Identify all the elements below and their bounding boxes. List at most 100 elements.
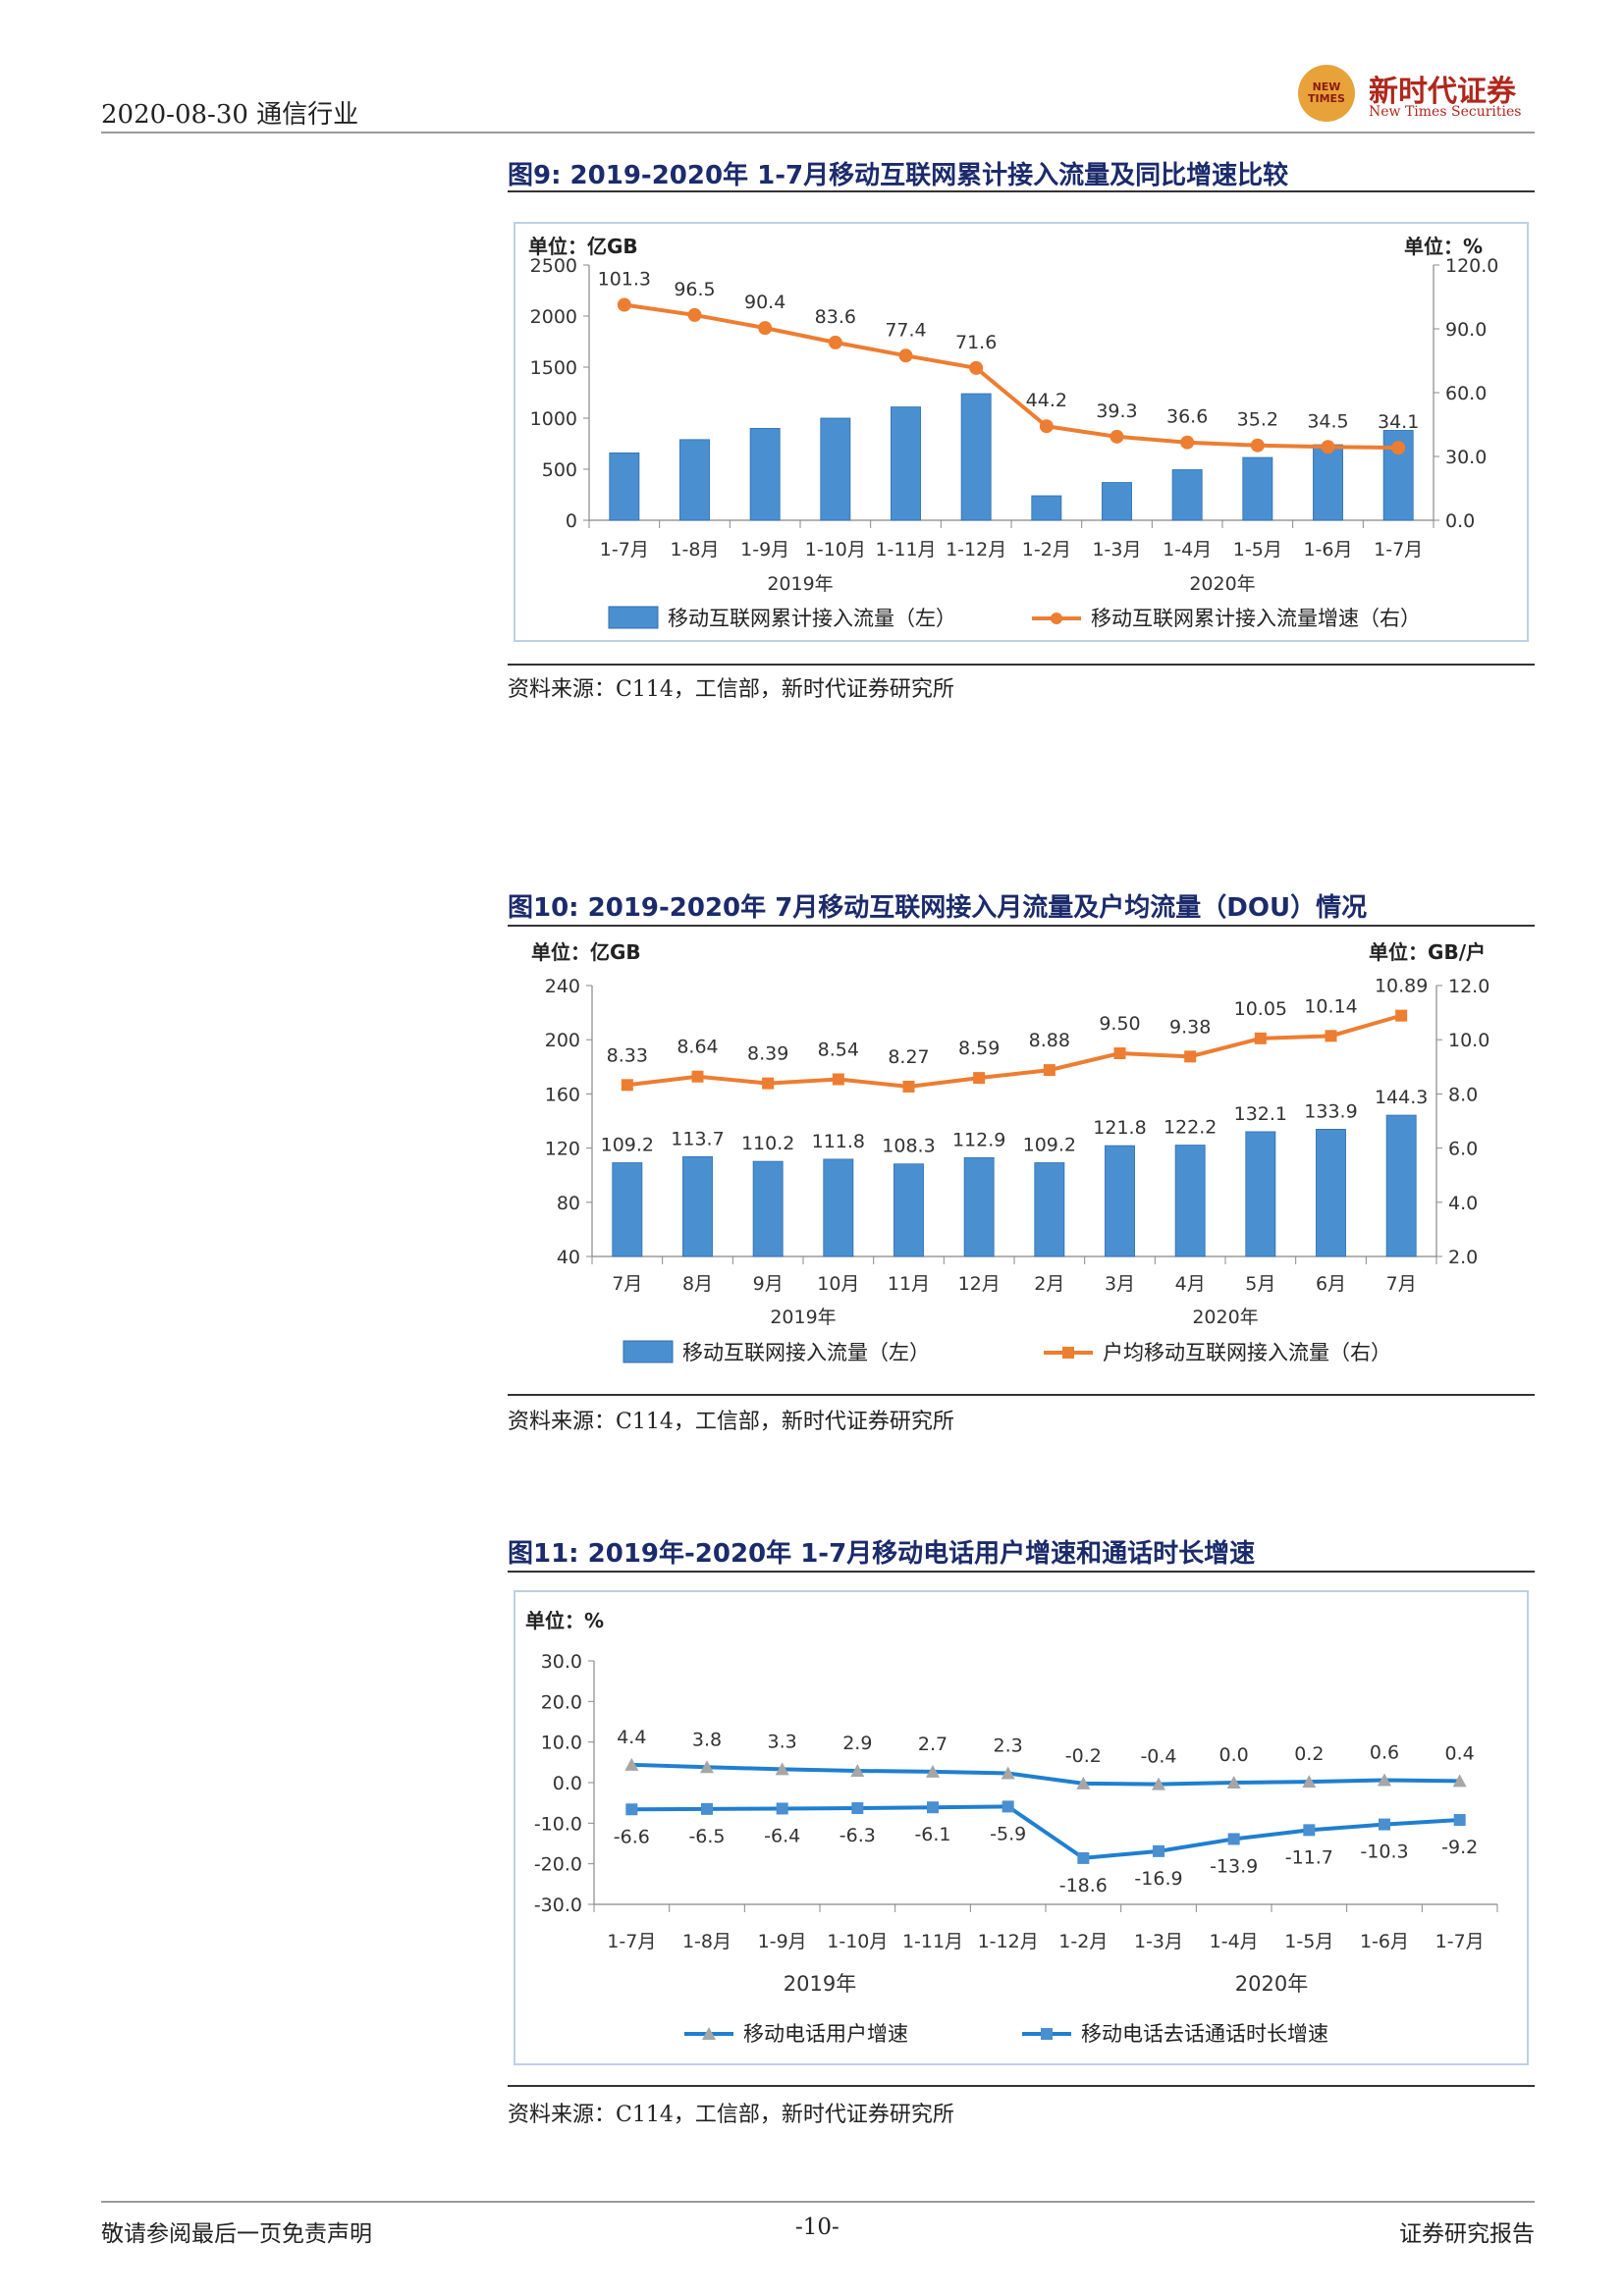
chart9-left-unit: 单位：亿GB — [528, 235, 638, 258]
chart11-x-tick-label: 1-10月 — [827, 1931, 888, 1952]
chart11-series-label: -6.3 — [839, 1825, 876, 1846]
chart10-line-label: 8.59 — [958, 1038, 1000, 1059]
chart10-line-point — [621, 1079, 633, 1092]
chart9-left-tick-label: 2500 — [530, 255, 577, 277]
chart9-line-label: 83.6 — [815, 306, 856, 328]
chart10-line-label: 8.64 — [677, 1037, 718, 1058]
chart9-year-label-2020: 2020年 — [1189, 573, 1255, 595]
chart10-right-tick-label: 10.0 — [1448, 1030, 1489, 1051]
chart10-right-tick-label: 6.0 — [1448, 1139, 1478, 1160]
chart10-legend-line-marker — [1062, 1347, 1074, 1359]
chart11-series-label: 0.0 — [1219, 1744, 1249, 1766]
chart11-series-label: -6.6 — [614, 1826, 650, 1847]
chart9-bar — [1242, 456, 1273, 521]
chart10-x-tick-label: 6月 — [1316, 1273, 1346, 1295]
chart10-bar-label: 111.8 — [812, 1131, 865, 1152]
chart9-x-tick-label: 1-5月 — [1233, 539, 1282, 561]
header-divider — [101, 132, 1535, 133]
chart9-line-label: 36.6 — [1166, 406, 1208, 428]
chart11-series-point — [700, 1760, 714, 1774]
figure-10-chart: 单位：亿GB 单位：GB/户 40 80 120 160 200 240 2.0 4.0 6.0 8.… — [514, 931, 1525, 1392]
chart10-line-point — [762, 1077, 775, 1090]
chart9-line-point — [1039, 419, 1054, 434]
chart11-series-point — [1226, 1776, 1241, 1789]
chart10-line-label: 9.50 — [1099, 1013, 1140, 1035]
chart10-legend-bar-swatch — [623, 1340, 674, 1363]
chart10-line-point — [1325, 1030, 1337, 1042]
chart11-left-tick-label: -10.0 — [534, 1813, 582, 1835]
chart10-left-tick-label: 120 — [545, 1139, 580, 1160]
chart10-left-unit: 单位：亿GB — [531, 940, 641, 964]
chart9-x-tick-label: 1-10月 — [805, 539, 866, 561]
chart11-series-point — [701, 1802, 713, 1815]
chart11-left-unit: 单位：% — [525, 1609, 604, 1632]
chart11-series-point — [1152, 1777, 1165, 1790]
chart10-left-tick-label: 200 — [545, 1030, 580, 1051]
chart10-x-tick-label: 11月 — [888, 1273, 930, 1295]
chart11-series-point — [1227, 1833, 1240, 1845]
company-logo: NEW TIMES 新时代证券 New Times Securities — [1298, 65, 1534, 126]
chart10-bar — [1316, 1129, 1346, 1257]
chart11-x-tick-label: 1-2月 — [1058, 1931, 1108, 1952]
chart10-x-tick-label: 8月 — [682, 1273, 713, 1295]
chart9-bar — [1171, 469, 1203, 521]
chart10-bar-label: 121.8 — [1093, 1117, 1146, 1139]
chart11-left-tick-label: 10.0 — [541, 1733, 582, 1754]
chart10-bar — [893, 1163, 924, 1257]
chart9-x-tick-label: 1-3月 — [1092, 539, 1141, 561]
chart9-right-tick-label: 30.0 — [1445, 447, 1487, 468]
figure-9-chart: 单位：亿GB 单位：% 0 500 1000 1500 2000 2500 0.0 30.0 60.… — [514, 222, 1529, 642]
chart9-x-tick-label: 1-7月 — [600, 539, 649, 561]
chart9-line-point — [1321, 440, 1335, 454]
logo-badge-icon: NEW TIMES — [1298, 65, 1355, 122]
chart11-series-point — [1001, 1800, 1014, 1813]
chart9-legend-line-label: 移动互联网累计接入流量增速（右） — [1091, 607, 1421, 630]
chart9-bar — [820, 417, 851, 521]
chart9-line-label: 44.2 — [1026, 390, 1067, 411]
chart9-legend-bar-label: 移动互联网累计接入流量（左） — [668, 607, 956, 630]
chart11-x-tick-label: 1-6月 — [1360, 1931, 1409, 1952]
chart10-line-label: 8.27 — [888, 1046, 929, 1068]
chart11-left-tick-label: 30.0 — [541, 1651, 582, 1673]
chart11-series-point — [1076, 1776, 1091, 1789]
figure-10-title: 图10: 2019-2020年 7月移动互联网接入月流量及户均流量（DOU）情况 — [508, 893, 1368, 923]
figure-11-bottom-rule — [508, 2085, 1535, 2087]
chart9-line-label: 77.4 — [885, 319, 926, 341]
chart11-series-label: -0.4 — [1140, 1746, 1176, 1768]
chart10-left-tick-label: 40 — [557, 1247, 580, 1268]
chart10-bar-label: 112.9 — [952, 1129, 1005, 1150]
chart11-series-label: -9.2 — [1441, 1837, 1478, 1858]
chart11-series-point — [1001, 1766, 1015, 1780]
chart11-series-label: -13.9 — [1210, 1855, 1258, 1877]
figure-10-rule — [508, 925, 1535, 927]
chart10-bar-label: 109.2 — [601, 1135, 654, 1156]
chart10-x-tick-label: 3月 — [1105, 1273, 1135, 1295]
chart9-x-tick-label: 1-2月 — [1022, 539, 1071, 561]
chart10-right-tick-label: 4.0 — [1448, 1193, 1478, 1214]
chart10-bar — [1174, 1145, 1206, 1257]
chart11-x-tick-label: 1-7月 — [1435, 1931, 1485, 1952]
chart11-series-point — [775, 1762, 789, 1776]
chart9-bar — [960, 393, 992, 521]
chart11-x-tick-label: 1-3月 — [1134, 1931, 1183, 1952]
chart10-bar — [823, 1158, 854, 1257]
chart10-line-label: 8.54 — [818, 1039, 859, 1060]
logo-chinese-name: 新时代证券 — [1369, 75, 1516, 109]
chart9-line-point — [617, 297, 631, 312]
chart11-series-point — [851, 1802, 864, 1815]
chart9-x-tick-label: 1-11月 — [875, 539, 936, 561]
chart10-right-tick-label: 12.0 — [1448, 976, 1489, 997]
footer-disclaimer: 敬请参阅最后一页免责声明 — [101, 2221, 372, 2247]
figure-10-svg: 单位：亿GB 单位：GB/户 40 80 120 160 200 240 2.0 4.0 6.0 8.… — [531, 940, 1489, 1364]
chart10-x-tick-label: 7月 — [1386, 1273, 1417, 1295]
chart11-series-label: -10.3 — [1360, 1842, 1408, 1863]
figure-11-svg: 单位：% -30.0 -20.0 -10.0 0.0 10.0 20.0 30.0 1-7月 1-… — [525, 1609, 1498, 2046]
chart10-line-series — [626, 1013, 1402, 1089]
chart10-line-point — [691, 1070, 704, 1083]
chart10-x-tick-label: 4月 — [1175, 1273, 1206, 1295]
chart9-line-label: 34.5 — [1307, 410, 1348, 432]
chart9-bar — [609, 452, 640, 521]
chart10-bar-label: 108.3 — [882, 1136, 935, 1157]
chart10-x-tick-label: 5月 — [1245, 1273, 1275, 1295]
chart11-series-point — [625, 1803, 638, 1816]
